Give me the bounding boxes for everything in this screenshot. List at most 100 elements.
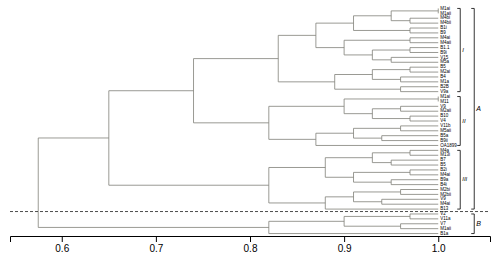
tick: 0.7 <box>149 236 163 254</box>
bracket-end <box>457 150 460 151</box>
tick-mark <box>62 236 63 242</box>
groups: AIIIIIIB <box>10 8 490 233</box>
branch <box>109 185 269 186</box>
branch <box>410 67 438 68</box>
branch <box>335 74 373 75</box>
branch <box>410 37 438 38</box>
branch <box>410 52 438 53</box>
bracket-end <box>457 209 460 210</box>
branch <box>325 196 353 197</box>
branch <box>278 35 316 36</box>
merge <box>38 138 39 227</box>
branch <box>410 116 438 117</box>
tick: 0.6 <box>55 236 69 254</box>
tree <box>38 8 438 233</box>
branch <box>316 23 354 24</box>
branch <box>401 111 439 112</box>
branch <box>382 204 438 205</box>
branch <box>410 42 438 43</box>
bracket-line <box>460 150 461 209</box>
bracket-label: III <box>462 176 467 182</box>
branch <box>372 118 410 119</box>
plot: 0.6 0.7 0.8 0.9 1.0M1aiM1aiiM4biM4biiB1iB9M4… <box>10 6 491 254</box>
bracket-line <box>474 8 475 209</box>
branch <box>372 108 400 109</box>
branch <box>269 167 325 168</box>
bracket-label: A <box>475 105 481 112</box>
bracket-end <box>471 233 474 234</box>
separator <box>10 211 490 212</box>
branch <box>401 76 439 77</box>
bracket-line <box>460 8 461 91</box>
bracket-end <box>457 96 460 97</box>
bracket-end <box>471 209 474 210</box>
branch <box>354 182 392 183</box>
bracket-end <box>471 8 474 9</box>
branch <box>109 90 194 91</box>
bracket-label: I <box>462 47 464 53</box>
branch <box>372 50 410 51</box>
branch <box>382 135 438 136</box>
branch <box>391 165 438 166</box>
branch <box>372 69 410 70</box>
branch <box>344 54 372 55</box>
tick-label: 0.6 <box>55 243 69 254</box>
branch <box>410 28 438 29</box>
branch <box>391 62 438 63</box>
branch <box>344 226 400 227</box>
branch <box>410 155 438 156</box>
tick-label: 0.9 <box>338 243 352 254</box>
tick-label: 0.8 <box>244 243 258 254</box>
chart: 0.6 0.7 0.8 0.9 1.0M1aiM1aiiM4biM4biiB1iB9M4… <box>0 0 500 256</box>
branch <box>269 139 316 140</box>
branch <box>410 18 438 19</box>
tick-mark <box>344 236 345 242</box>
branch <box>316 133 354 134</box>
tick-mark <box>156 236 157 242</box>
branch <box>401 228 439 229</box>
branch <box>410 72 438 73</box>
branch <box>325 209 438 210</box>
branch <box>391 184 438 185</box>
bracket-label: B <box>476 220 481 227</box>
branch <box>401 223 439 224</box>
branch <box>401 125 439 126</box>
bracket-end <box>471 213 474 214</box>
branch <box>401 130 439 131</box>
branch <box>391 10 438 11</box>
branch <box>410 213 438 214</box>
bracket: A <box>471 8 481 209</box>
bracket: III <box>457 150 467 209</box>
branch <box>269 106 344 107</box>
branch <box>38 137 109 138</box>
tick: 0.9 <box>338 236 352 254</box>
bracket-line <box>474 214 475 234</box>
branch <box>410 218 438 219</box>
branch <box>269 202 325 203</box>
x-axis: 0.6 0.7 0.8 0.9 1.0 <box>11 236 491 254</box>
branch <box>410 174 438 175</box>
bracket: I <box>457 8 464 91</box>
branch <box>391 160 438 161</box>
branch <box>316 145 438 146</box>
branch <box>354 15 392 16</box>
branch <box>269 233 438 234</box>
tick: 1.0 <box>432 236 446 254</box>
bracket: II <box>457 97 466 146</box>
branch <box>410 121 438 122</box>
branch <box>344 113 372 114</box>
branch <box>401 86 439 87</box>
branch <box>335 89 401 90</box>
branch <box>410 150 438 151</box>
tick: 0.8 <box>244 236 258 254</box>
branch <box>269 221 344 222</box>
leaf-label: B1a <box>440 231 449 236</box>
branch <box>401 91 439 92</box>
axis-line <box>11 237 491 243</box>
branch <box>325 177 353 178</box>
bracket-end <box>457 145 460 146</box>
branch <box>401 189 439 190</box>
branch <box>344 216 410 217</box>
leaf-labels: M1aiM1aiiM4biM4biiB1iB9M4aiM4aiiB1.1B9iV… <box>440 6 457 236</box>
branch <box>410 47 438 48</box>
